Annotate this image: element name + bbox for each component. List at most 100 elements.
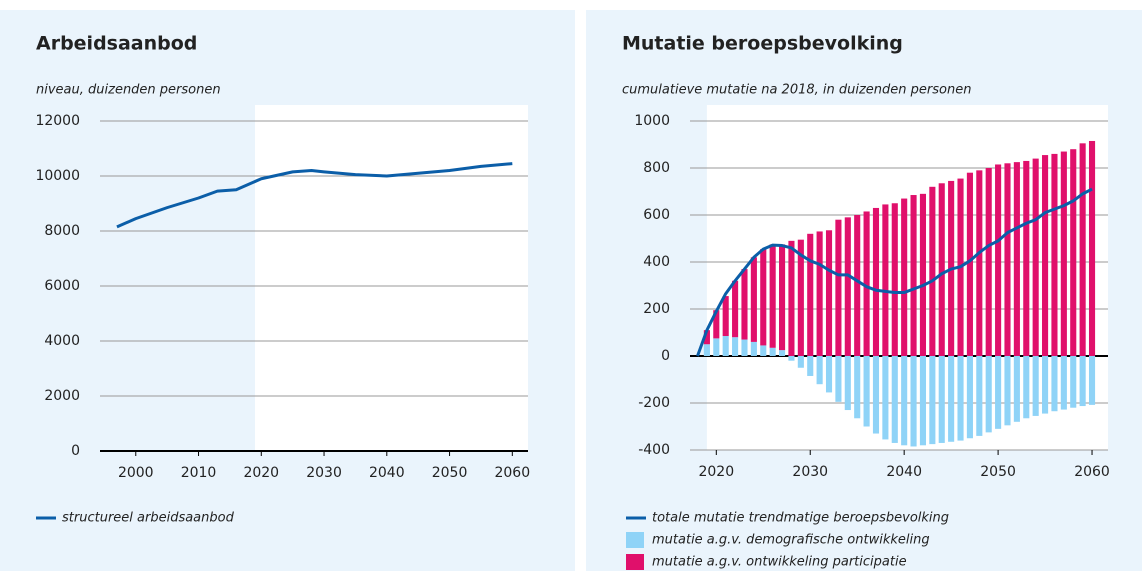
- y-tick-label: -200: [638, 395, 670, 411]
- y-tick-label: 0: [661, 348, 670, 364]
- bar: [844, 356, 851, 411]
- bar: [995, 164, 1002, 356]
- bar: [957, 356, 964, 441]
- bar: [966, 172, 973, 356]
- bar: [891, 203, 898, 356]
- bar: [722, 336, 729, 356]
- bar: [1042, 356, 1049, 414]
- bar: [713, 338, 720, 356]
- x-tick-label: 2010: [181, 465, 217, 481]
- bar: [769, 347, 776, 356]
- bar: [901, 356, 908, 446]
- bar: [854, 356, 861, 419]
- y-tick-label: -400: [638, 442, 670, 458]
- bar: [938, 183, 945, 356]
- bar: [872, 356, 880, 434]
- x-tick-label: 2060: [494, 465, 530, 481]
- bar: [910, 195, 917, 356]
- bar: [779, 244, 786, 351]
- subtitle: niveau, duizenden personen: [36, 83, 221, 98]
- y-tick-label: 2000: [44, 388, 80, 404]
- x-tick-label: 2040: [886, 464, 922, 480]
- bar: [750, 341, 757, 356]
- bar: [797, 239, 804, 356]
- bar: [703, 344, 710, 356]
- x-tick-label: 2050: [432, 465, 468, 481]
- bar: [882, 204, 889, 356]
- bar: [1004, 356, 1011, 426]
- legend-label: mutatie a.g.v. demografische ontwikkelin…: [652, 533, 930, 548]
- bar: [966, 356, 973, 439]
- bar: [1051, 153, 1058, 356]
- bar: [825, 230, 833, 356]
- bar: [835, 356, 842, 402]
- bar: [722, 296, 729, 337]
- bar: [807, 356, 814, 376]
- line: [696, 187, 1093, 357]
- x-tick-label: 2020: [698, 464, 734, 480]
- legend-label: totale mutatie trendmatige beroepsbevolk…: [652, 511, 949, 526]
- line: [116, 162, 513, 229]
- bar: [995, 356, 1002, 429]
- bar: [750, 257, 757, 342]
- bar: [760, 345, 767, 356]
- bar: [863, 211, 870, 356]
- bar: [919, 193, 927, 356]
- bar: [769, 244, 776, 348]
- y-tick-label: 0: [71, 443, 80, 459]
- chart-title: Arbeidsaanbod: [36, 33, 197, 55]
- bar: [1079, 356, 1086, 407]
- chart-title: Mutatie beroepsbevolking: [622, 33, 903, 55]
- bar: [985, 356, 992, 433]
- bar: [1070, 149, 1077, 356]
- x-tick-label: 2030: [792, 464, 828, 480]
- bar: [844, 217, 851, 356]
- bar: [863, 356, 870, 427]
- bar: [919, 356, 927, 446]
- bar: [948, 356, 955, 442]
- bar: [938, 356, 945, 443]
- x-tick-label: 2030: [306, 465, 342, 481]
- bar: [976, 356, 983, 436]
- bar: [703, 330, 710, 345]
- bar: [835, 219, 842, 356]
- bar: [732, 337, 739, 356]
- bar: [816, 231, 823, 356]
- bar: [1051, 356, 1058, 412]
- bar: [741, 269, 748, 340]
- bar: [1013, 356, 1020, 422]
- y-tick-label: 4000: [44, 333, 80, 349]
- bar: [1060, 356, 1067, 410]
- bar: [816, 356, 823, 385]
- x-tick-label: 2060: [1074, 464, 1110, 480]
- y-tick-label: 400: [643, 254, 670, 270]
- bar: [901, 198, 908, 356]
- bar: [1088, 356, 1096, 405]
- y-tick-label: 1000: [634, 113, 670, 129]
- bar: [882, 356, 889, 440]
- y-tick-label: 200: [643, 301, 670, 317]
- bar: [1023, 160, 1030, 356]
- legend-label: mutatie a.g.v. ontwikkeling participatie: [652, 555, 907, 570]
- bar: [985, 168, 992, 356]
- bar: [807, 233, 814, 356]
- subtitle: cumulatieve mutatie na 2018, in duizende…: [622, 83, 971, 98]
- bar: [788, 356, 795, 361]
- bar: [825, 356, 833, 393]
- bar: [760, 249, 767, 346]
- bar: [872, 207, 880, 356]
- legend-swatch: [626, 554, 644, 570]
- bar: [1060, 151, 1067, 356]
- x-tick-label: 2040: [369, 465, 405, 481]
- bar: [1070, 356, 1077, 408]
- y-tick-label: 8000: [44, 223, 80, 239]
- bar: [854, 215, 861, 356]
- bar: [1013, 162, 1020, 356]
- bar: [797, 356, 804, 368]
- bar: [1032, 158, 1039, 356]
- x-tick-label: 2050: [980, 464, 1016, 480]
- bar: [1088, 140, 1096, 356]
- bar: [732, 280, 739, 338]
- y-tick-label: 600: [643, 207, 670, 223]
